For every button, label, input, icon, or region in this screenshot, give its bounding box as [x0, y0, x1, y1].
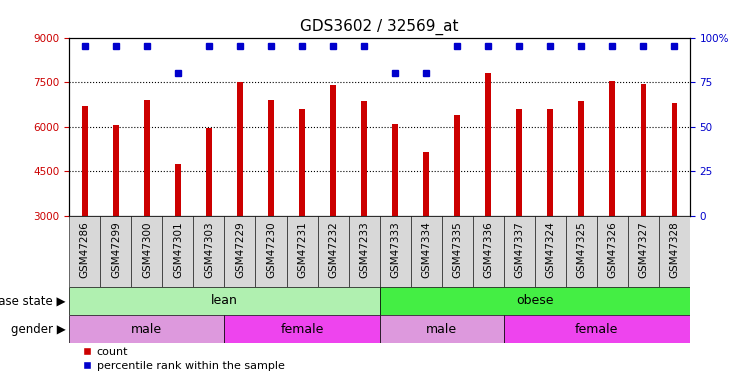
Title: GDS3602 / 32569_at: GDS3602 / 32569_at [300, 18, 459, 35]
Text: male: male [426, 322, 457, 336]
Text: GSM47286: GSM47286 [80, 221, 90, 278]
Bar [380, 315, 504, 343]
Bar [113, 125, 119, 216]
Bar [318, 216, 348, 287]
Bar [69, 315, 224, 343]
Bar [286, 216, 318, 287]
Bar [658, 216, 690, 287]
Bar [578, 101, 584, 216]
Bar [410, 216, 442, 287]
Bar [349, 216, 380, 287]
Bar [224, 315, 380, 343]
Text: female: female [575, 322, 618, 336]
Text: GSM47334: GSM47334 [421, 221, 431, 278]
Text: GSM47299: GSM47299 [111, 221, 121, 278]
Text: GSM47327: GSM47327 [638, 221, 648, 278]
Text: GSM47325: GSM47325 [576, 221, 586, 278]
Bar [504, 315, 690, 343]
Text: GSM47333: GSM47333 [390, 221, 400, 278]
Text: GSM47337: GSM47337 [514, 221, 524, 278]
Bar [392, 124, 398, 216]
Text: GSM47229: GSM47229 [235, 221, 245, 278]
Bar [504, 216, 534, 287]
Text: GSM47233: GSM47233 [359, 221, 369, 278]
Bar [380, 287, 690, 315]
Text: GSM47336: GSM47336 [483, 221, 493, 278]
Bar [423, 152, 429, 216]
Text: female: female [280, 322, 323, 336]
Bar [224, 216, 255, 287]
Bar [175, 164, 181, 216]
Bar [442, 216, 473, 287]
Text: GSM47300: GSM47300 [142, 221, 152, 278]
Text: GSM47231: GSM47231 [297, 221, 307, 278]
Bar [255, 216, 286, 287]
Text: GSM47232: GSM47232 [328, 221, 338, 278]
Text: GSM47326: GSM47326 [607, 221, 618, 278]
Bar [454, 115, 460, 216]
Bar [596, 216, 628, 287]
Bar [268, 100, 274, 216]
Bar [82, 106, 88, 216]
Bar [193, 216, 225, 287]
Bar [69, 216, 100, 287]
Text: gender ▶: gender ▶ [11, 322, 66, 336]
Text: male: male [131, 322, 163, 336]
Bar [548, 109, 553, 216]
Bar [69, 287, 380, 315]
Bar [237, 82, 243, 216]
Text: GSM47230: GSM47230 [266, 221, 276, 278]
Bar [299, 109, 305, 216]
Bar [672, 103, 677, 216]
Bar [473, 216, 504, 287]
Bar [566, 216, 596, 287]
Bar [640, 84, 646, 216]
Bar [628, 216, 658, 287]
Text: GSM47303: GSM47303 [204, 221, 214, 278]
Text: GSM47301: GSM47301 [173, 221, 183, 278]
Bar [162, 216, 193, 287]
Text: GSM47324: GSM47324 [545, 221, 556, 278]
Bar [101, 216, 131, 287]
Text: GSM47335: GSM47335 [452, 221, 462, 278]
Text: disease state ▶: disease state ▶ [0, 294, 66, 307]
Legend: count, percentile rank within the sample: count, percentile rank within the sample [82, 347, 285, 371]
Bar [516, 109, 522, 216]
Bar [144, 100, 150, 216]
Bar [610, 81, 615, 216]
Text: GSM47328: GSM47328 [669, 221, 680, 278]
Bar [485, 73, 491, 216]
Bar [206, 128, 212, 216]
Bar [380, 216, 410, 287]
Text: lean: lean [211, 294, 238, 307]
Text: obese: obese [516, 294, 553, 307]
Bar [131, 216, 162, 287]
Bar [534, 216, 566, 287]
Bar [361, 101, 367, 216]
Bar [330, 85, 336, 216]
